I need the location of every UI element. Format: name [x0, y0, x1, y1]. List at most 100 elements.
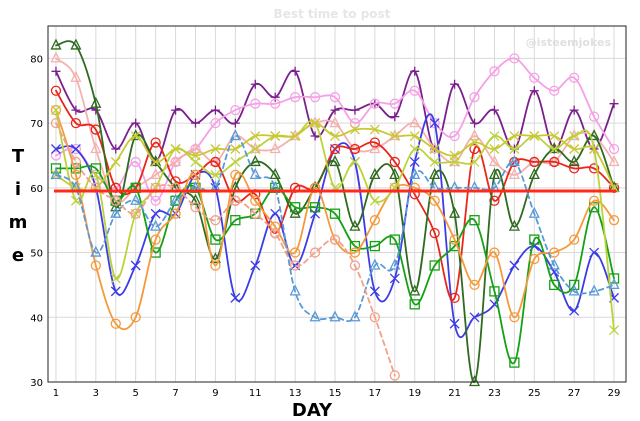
data-point — [609, 99, 619, 109]
data-point — [409, 131, 420, 141]
data-point — [509, 260, 520, 271]
data-point — [429, 167, 441, 180]
data-point — [589, 144, 600, 154]
data-point — [130, 129, 142, 141]
data-point — [50, 51, 62, 63]
data-point — [369, 215, 381, 226]
data-point — [110, 156, 121, 167]
data-point — [309, 202, 321, 213]
data-point — [130, 131, 141, 141]
x-tick-label: 25 — [528, 388, 541, 399]
data-point — [269, 167, 281, 180]
data-point — [210, 144, 221, 154]
data-point — [329, 154, 341, 167]
data-point — [449, 150, 460, 161]
x-tick-label: 13 — [289, 388, 302, 399]
data-point — [51, 105, 61, 116]
data-point — [329, 92, 341, 103]
series-line — [55, 122, 396, 377]
data-point — [90, 163, 101, 174]
data-point — [548, 258, 560, 270]
data-point — [309, 310, 321, 322]
x-tick-label: 23 — [488, 388, 501, 399]
data-point — [329, 143, 341, 155]
data-point — [189, 142, 202, 154]
data-point — [111, 144, 121, 154]
data-point — [549, 279, 560, 291]
data-point — [588, 111, 600, 122]
data-point — [569, 234, 580, 245]
y-axis-label-letter: m — [9, 212, 28, 233]
data-point — [289, 206, 301, 218]
data-point — [50, 117, 62, 129]
data-point — [349, 143, 361, 155]
data-point — [369, 142, 381, 154]
data-point — [529, 131, 540, 141]
data-point — [230, 104, 241, 116]
data-point — [409, 156, 420, 167]
data-point — [110, 206, 122, 218]
data-point — [549, 131, 560, 141]
data-point — [568, 154, 580, 167]
x-tick-label: 19 — [408, 388, 421, 399]
data-point — [110, 273, 121, 284]
data-point — [468, 129, 481, 141]
y-tick-label: 40 — [30, 313, 43, 324]
data-point — [189, 193, 202, 205]
data-point — [329, 116, 341, 128]
data-point — [549, 247, 560, 258]
x-tick-label: 15 — [329, 388, 342, 399]
data-point — [509, 312, 520, 323]
data-point — [50, 150, 62, 161]
data-point — [269, 142, 281, 154]
y-axis-label-letter: T — [12, 146, 25, 167]
data-point — [389, 234, 400, 245]
data-point — [310, 131, 320, 141]
data-point — [210, 260, 221, 271]
plot-frame — [47, 25, 627, 383]
data-point — [608, 277, 620, 290]
data-point — [349, 260, 361, 271]
data-point — [349, 117, 361, 129]
data-point — [509, 131, 520, 141]
data-point — [569, 305, 580, 316]
data-point — [170, 144, 181, 154]
data-point — [150, 208, 161, 219]
data-point — [50, 167, 62, 180]
data-point — [588, 129, 600, 141]
data-point — [290, 131, 301, 141]
data-point — [608, 143, 620, 155]
data-point — [190, 118, 200, 128]
data-point — [389, 131, 400, 141]
data-point — [130, 208, 141, 219]
data-point — [210, 234, 221, 245]
data-point — [369, 167, 381, 180]
x-tick-label: 17 — [369, 388, 382, 399]
data-point — [449, 292, 460, 304]
data-point — [110, 318, 121, 329]
data-point — [210, 169, 221, 180]
data-point — [569, 131, 580, 141]
data-point — [250, 79, 260, 89]
data-point — [489, 247, 500, 258]
chart-title: Best time to post — [274, 7, 391, 21]
data-point — [369, 98, 381, 109]
grid — [48, 26, 626, 383]
data-point — [309, 247, 321, 258]
data-point — [389, 98, 400, 109]
data-point — [588, 284, 600, 296]
data-point — [469, 143, 480, 155]
data-point — [310, 118, 321, 129]
data-point — [329, 310, 341, 322]
data-point — [508, 154, 520, 167]
data-point — [110, 286, 121, 297]
data-point — [429, 144, 440, 154]
data-point — [329, 234, 341, 245]
data-point — [90, 96, 102, 108]
y-tick-label: 70 — [30, 119, 43, 130]
data-point — [230, 169, 241, 181]
data-point — [509, 357, 520, 368]
data-point — [349, 310, 361, 322]
data-point — [250, 131, 261, 141]
